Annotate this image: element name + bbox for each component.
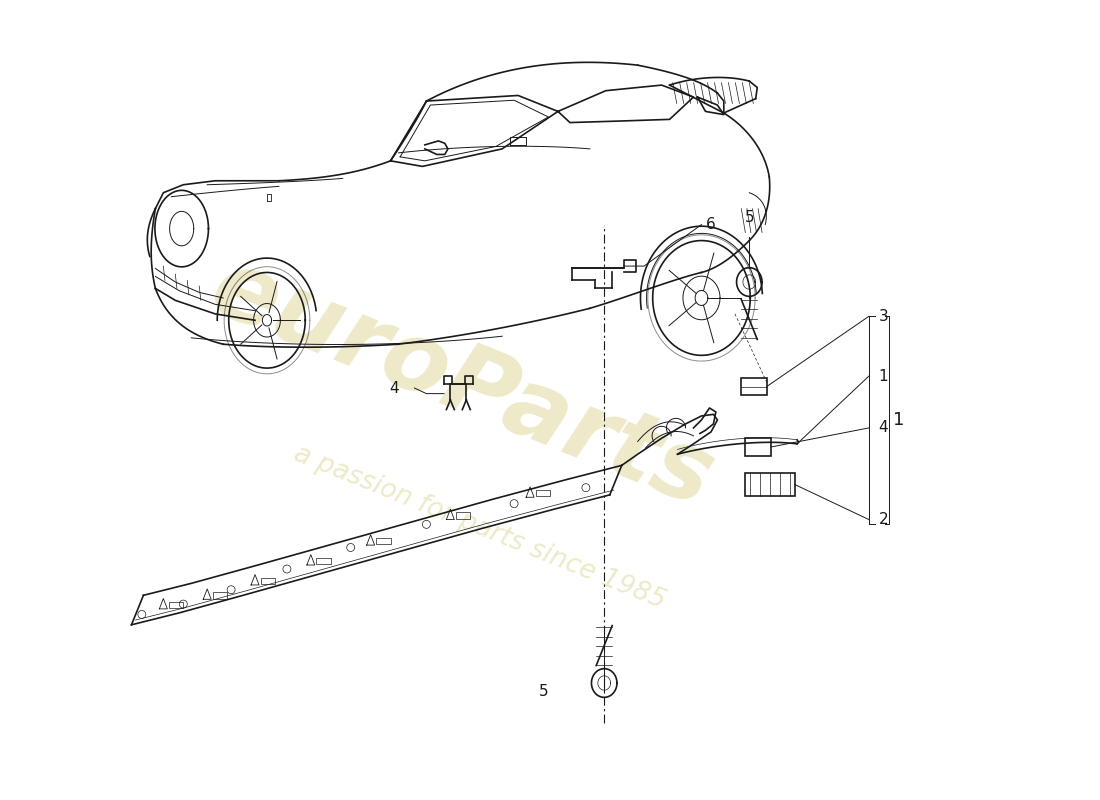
Bar	[317, 558, 331, 564]
Bar	[261, 578, 275, 584]
Bar	[746, 438, 771, 456]
Bar	[169, 602, 184, 608]
Text: 4: 4	[879, 421, 888, 435]
Text: 4: 4	[389, 381, 398, 395]
Bar	[741, 378, 767, 395]
Bar	[212, 592, 227, 598]
Bar	[746, 474, 794, 496]
Bar	[455, 513, 471, 518]
Text: 5: 5	[745, 210, 755, 225]
Text: 1: 1	[879, 369, 888, 383]
Bar	[536, 490, 550, 497]
Text: euroParts: euroParts	[198, 241, 727, 527]
Text: 6: 6	[705, 217, 715, 232]
Text: 3: 3	[879, 309, 888, 324]
Text: 5: 5	[539, 684, 549, 699]
Text: 2: 2	[879, 512, 888, 527]
Bar	[376, 538, 390, 544]
Text: a passion for parts since 1985: a passion for parts since 1985	[290, 441, 670, 614]
Text: 1: 1	[893, 411, 904, 429]
